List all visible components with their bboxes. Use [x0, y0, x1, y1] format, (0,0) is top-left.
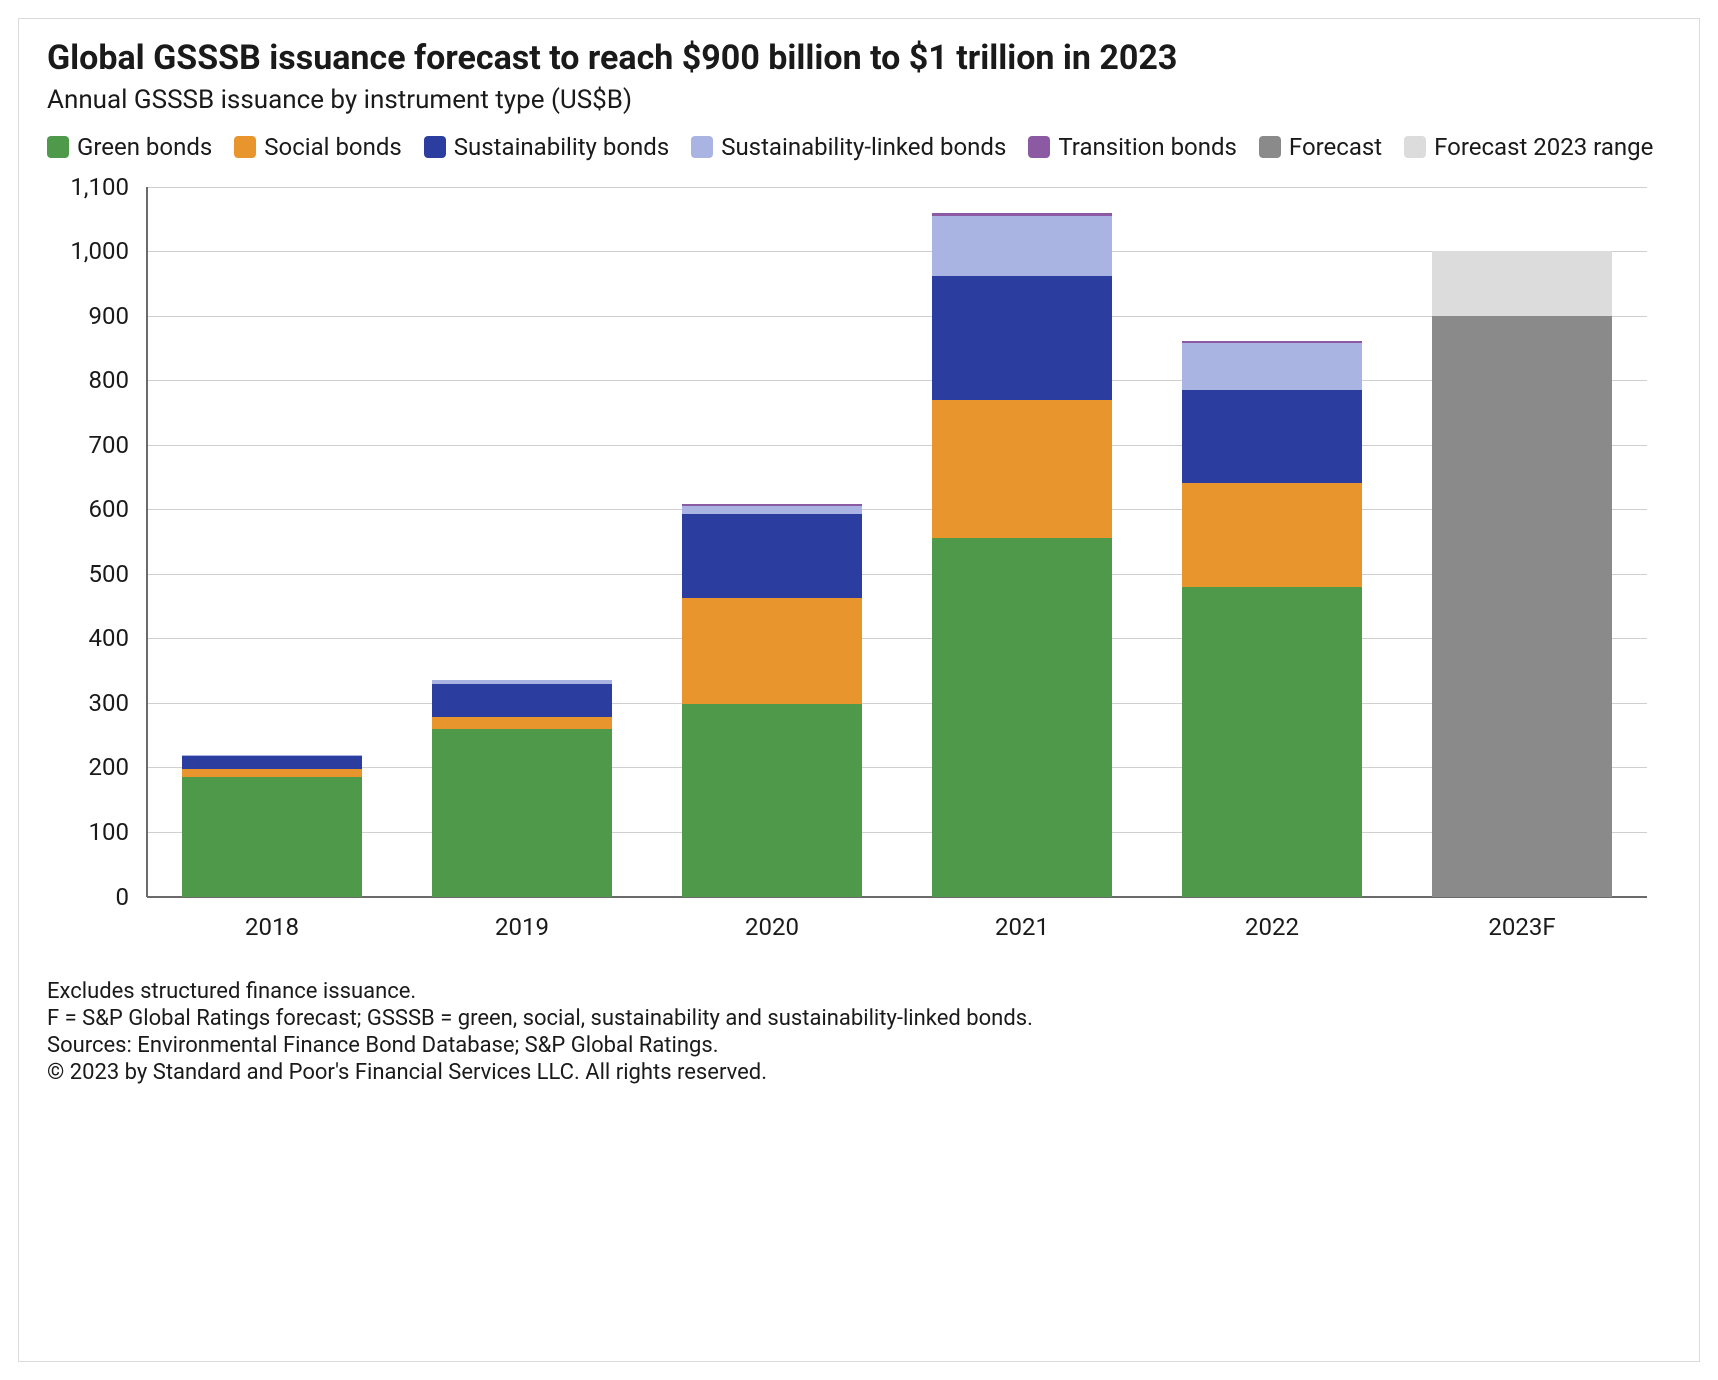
- footnotes: Excludes structured finance issuance.F =…: [47, 979, 1671, 1085]
- bar-stack-2019: [432, 680, 612, 896]
- x-tick-label: 2019: [495, 913, 549, 941]
- plot-area: [147, 187, 1647, 897]
- bar-stack-2023F: [1432, 251, 1612, 896]
- bar-stack-2018: [182, 755, 362, 897]
- bar-segment-sustain: [1182, 390, 1362, 484]
- legend-item-forecastRange: Forecast 2023 range: [1404, 133, 1653, 161]
- y-tick-label: 600: [47, 495, 129, 523]
- legend-item-slb: Sustainability-linked bonds: [691, 133, 1006, 161]
- bar-segment-slb: [682, 506, 862, 514]
- bar-segment-sustain: [182, 756, 362, 769]
- legend-swatch-forecast: [1259, 136, 1281, 158]
- y-tick-label: 300: [47, 689, 129, 717]
- bar-segment-green: [932, 538, 1112, 896]
- bar-segment-green: [1182, 587, 1362, 897]
- legend-item-social: Social bonds: [234, 133, 402, 161]
- legend-label: Transition bonds: [1058, 133, 1237, 161]
- footnote-line: © 2023 by Standard and Poor's Financial …: [47, 1060, 1671, 1085]
- legend-label: Forecast 2023 range: [1434, 133, 1653, 161]
- bar-segment-sustain: [432, 684, 612, 718]
- y-tick-label: 1,100: [47, 173, 129, 201]
- bar-slot: [147, 187, 397, 897]
- bar-stack-2022: [1182, 341, 1362, 896]
- chart-subtitle: Annual GSSSB issuance by instrument type…: [47, 85, 1671, 115]
- legend-swatch-green: [47, 136, 69, 158]
- legend-label: Forecast: [1289, 133, 1382, 161]
- bar-segment-sustain: [932, 276, 1112, 400]
- x-tick-label: 2022: [1245, 913, 1299, 941]
- bar-slot: [397, 187, 647, 897]
- y-tick-label: 200: [47, 753, 129, 781]
- bar-stack-2020: [682, 504, 862, 896]
- bar-slot: [897, 187, 1147, 897]
- bar-stack-2021: [932, 213, 1112, 897]
- bar-segment-green: [432, 729, 612, 897]
- bar-segment-social: [1182, 483, 1362, 586]
- y-tick-label: 0: [47, 883, 129, 911]
- chart-title: Global GSSSB issuance forecast to reach …: [47, 37, 1671, 81]
- bar-segment-social: [932, 400, 1112, 539]
- legend-item-green: Green bonds: [47, 133, 212, 161]
- footnote-line: Sources: Environmental Finance Bond Data…: [47, 1033, 1671, 1058]
- bar-slot: [1397, 187, 1647, 897]
- legend-item-sustain: Sustainability bonds: [424, 133, 669, 161]
- y-tick-label: 500: [47, 560, 129, 588]
- legend-swatch-sustain: [424, 136, 446, 158]
- y-tick-label: 700: [47, 431, 129, 459]
- chart-card: Global GSSSB issuance forecast to reach …: [18, 18, 1700, 1362]
- bar-segment-social: [432, 717, 612, 729]
- footnote-line: Excludes structured finance issuance.: [47, 979, 1671, 1004]
- x-tick-label: 2021: [995, 913, 1049, 941]
- legend-label: Social bonds: [264, 133, 402, 161]
- bar-segment-slb: [932, 216, 1112, 275]
- legend-item-forecast: Forecast: [1259, 133, 1382, 161]
- bar-segment-forecast: [1432, 316, 1612, 897]
- bar-slot: [647, 187, 897, 897]
- bar-segment-social: [682, 598, 862, 705]
- footnote-line: F = S&P Global Ratings forecast; GSSSB =…: [47, 1006, 1671, 1031]
- bar-segment-social: [182, 769, 362, 777]
- chart-area: 01002003004005006007008009001,0001,10020…: [47, 177, 1657, 957]
- bar-segment-green: [182, 777, 362, 896]
- x-tick-label: 2020: [745, 913, 799, 941]
- legend-swatch-slb: [691, 136, 713, 158]
- legend-item-transition: Transition bonds: [1028, 133, 1237, 161]
- x-tick-label: 2018: [245, 913, 299, 941]
- y-tick-label: 1,000: [47, 237, 129, 265]
- bar-segment-slb: [1182, 343, 1362, 389]
- legend-label: Green bonds: [77, 133, 212, 161]
- legend: Green bonds Social bonds Sustainability bo…: [47, 133, 1671, 161]
- bar-segment-forecastRange: [1432, 251, 1612, 316]
- y-tick-label: 100: [47, 818, 129, 846]
- y-tick-label: 900: [47, 302, 129, 330]
- bar-segment-sustain: [682, 514, 862, 598]
- y-tick-label: 800: [47, 366, 129, 394]
- bar-slot: [1147, 187, 1397, 897]
- legend-swatch-transition: [1028, 136, 1050, 158]
- bar-segment-green: [682, 704, 862, 896]
- legend-label: Sustainability-linked bonds: [721, 133, 1006, 161]
- x-tick-label: 2023F: [1488, 913, 1555, 941]
- legend-swatch-social: [234, 136, 256, 158]
- legend-swatch-forecastRange: [1404, 136, 1426, 158]
- y-tick-label: 400: [47, 624, 129, 652]
- legend-label: Sustainability bonds: [454, 133, 669, 161]
